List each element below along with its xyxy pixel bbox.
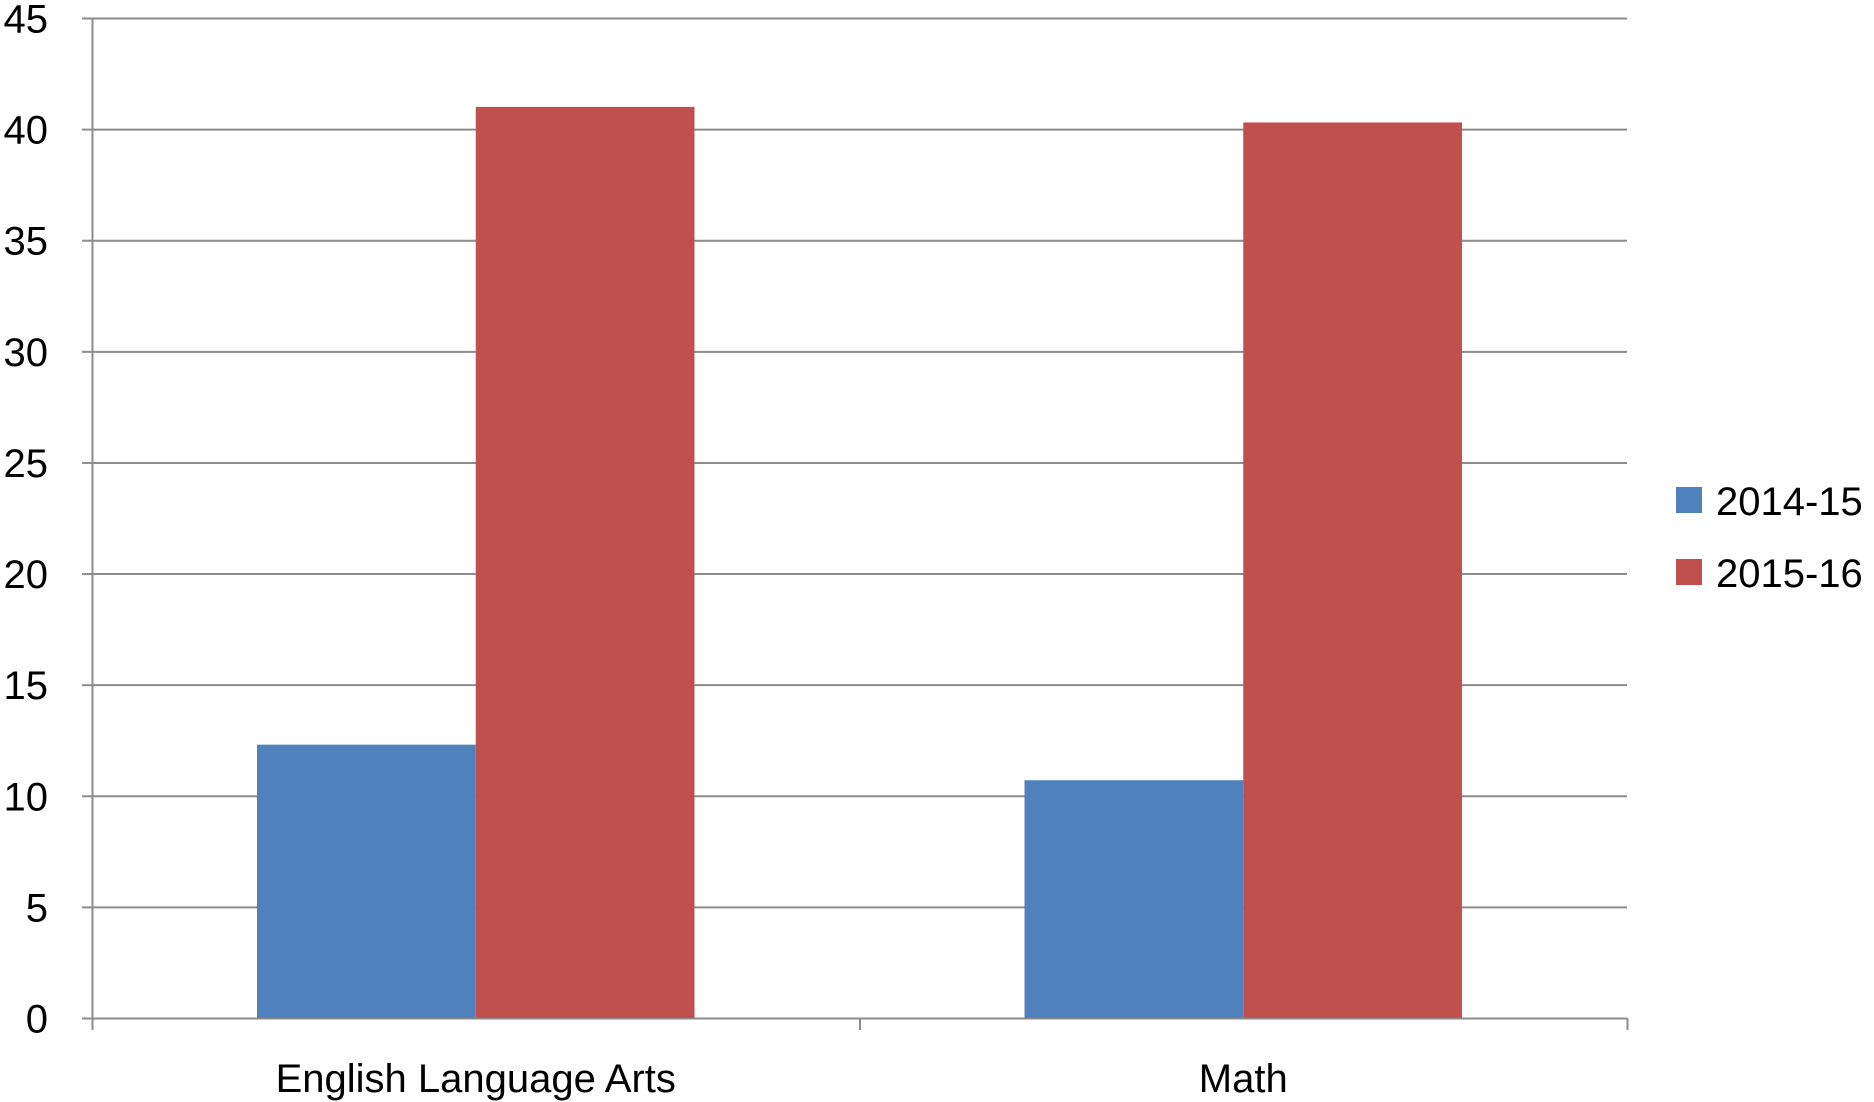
y-tick-label: 35 [4, 220, 49, 264]
y-tick-label: 15 [4, 664, 49, 708]
x-category-label: English Language Arts [276, 1057, 676, 1101]
y-tick-label: 10 [4, 775, 49, 819]
legend: 2014-15 2015-16 [1676, 480, 1863, 596]
y-tick-label: 40 [4, 109, 49, 153]
bar-2015-16-math [1243, 122, 1462, 1018]
y-tick-label: 45 [4, 0, 49, 42]
axes [82, 17, 1629, 1030]
y-tick-label: 25 [4, 442, 49, 486]
bar-2014-15-math [1024, 780, 1244, 1018]
y-tick-label: 0 [26, 998, 48, 1042]
y-tick-label: 20 [4, 553, 49, 597]
legend-label: 2015-16 [1716, 552, 1863, 596]
bars [257, 106, 1462, 1018]
y-axis-tick-labels: 0 5 10 15 20 25 30 35 40 45 [4, 0, 49, 1042]
x-category-label: Math [1199, 1057, 1288, 1101]
legend-label: 2014-15 [1716, 480, 1863, 524]
legend-swatch [1676, 487, 1702, 513]
bar-2015-16-english-language-arts [475, 106, 695, 1018]
x-axis-category-labels: English Language Arts Math [276, 1057, 1288, 1101]
legend-swatch [1676, 559, 1702, 585]
bar-2014-15-english-language-arts [257, 744, 476, 1018]
y-tick-label: 5 [26, 886, 48, 930]
y-tick-label: 30 [4, 331, 49, 375]
